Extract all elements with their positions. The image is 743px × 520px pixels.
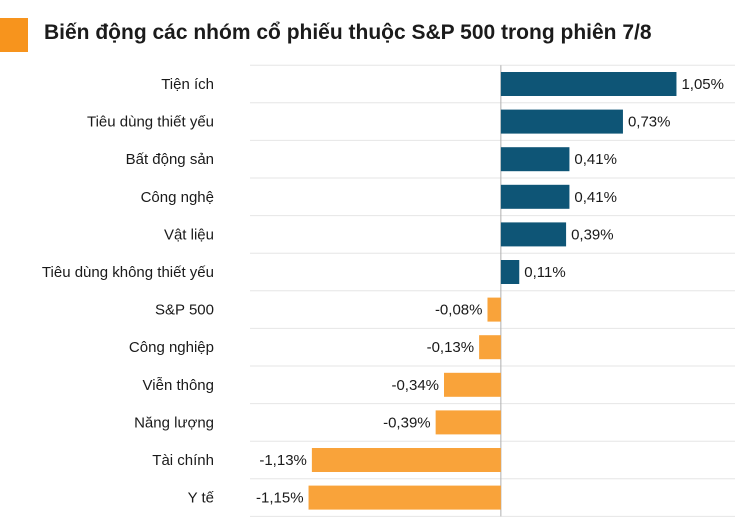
value-label: 0,11% bbox=[524, 264, 565, 281]
category-label: S&P 500 bbox=[155, 302, 214, 319]
bar bbox=[311, 448, 501, 472]
category-label: Năng lượng bbox=[134, 414, 214, 431]
bar bbox=[500, 147, 570, 172]
category-label: Tài chính bbox=[152, 452, 214, 469]
bar bbox=[487, 297, 501, 322]
bar bbox=[479, 335, 501, 360]
category-label: Công nghiệp bbox=[129, 339, 214, 356]
bar bbox=[444, 372, 501, 397]
bar bbox=[500, 72, 677, 96]
category-label: Tiêu dùng thiết yếu bbox=[87, 114, 214, 131]
value-label: 0,73% bbox=[628, 114, 671, 131]
category-label: Công nghệ bbox=[141, 189, 214, 206]
bar bbox=[308, 485, 501, 510]
value-label: -1,15% bbox=[256, 490, 304, 507]
value-label: -1,13% bbox=[259, 452, 307, 469]
bar bbox=[435, 410, 501, 435]
category-label: Tiện ích bbox=[161, 76, 214, 93]
bar bbox=[500, 260, 520, 284]
bar bbox=[500, 184, 570, 209]
category-label: Y tế bbox=[188, 490, 215, 507]
chart-header: Biến động các nhóm cổ phiếu thuộc S&P 50… bbox=[0, 0, 743, 62]
category-label: Vật liệu bbox=[164, 226, 214, 243]
category-label: Bất động sản bbox=[126, 151, 214, 168]
category-label: Viễn thông bbox=[143, 377, 214, 394]
bar bbox=[500, 109, 623, 134]
value-label: 0,39% bbox=[571, 226, 614, 243]
value-label: -0,08% bbox=[435, 302, 483, 319]
value-label: -0,13% bbox=[427, 339, 475, 356]
value-label: 1,05% bbox=[681, 76, 724, 93]
title-accent-bar bbox=[0, 18, 28, 52]
value-label: 0,41% bbox=[574, 151, 617, 168]
value-label: -0,39% bbox=[383, 414, 431, 431]
value-label: -0,34% bbox=[391, 377, 439, 394]
chart-title: Biến động các nhóm cổ phiếu thuộc S&P 50… bbox=[44, 21, 652, 44]
bar bbox=[500, 222, 567, 247]
value-label: 0,41% bbox=[574, 189, 617, 206]
category-label: Tiêu dùng không thiết yếu bbox=[42, 264, 214, 281]
